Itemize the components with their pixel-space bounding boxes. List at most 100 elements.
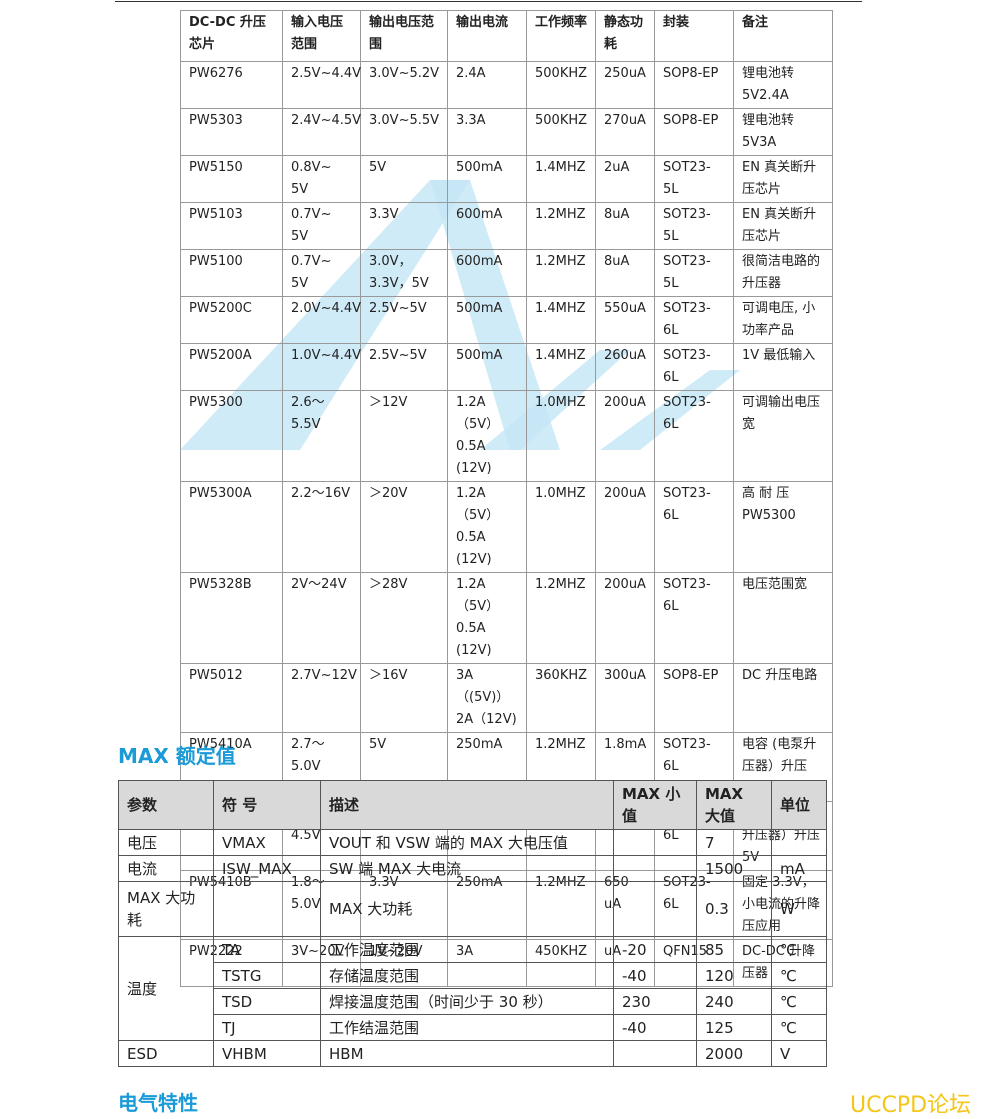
cell: 工作温度范围 bbox=[320, 936, 614, 963]
header-cell: DC-DC 升压芯片 bbox=[180, 10, 283, 62]
cell: 0.3 bbox=[696, 881, 772, 937]
cell: DC 升压电路 bbox=[733, 663, 833, 733]
cell bbox=[613, 1040, 697, 1067]
cell: 电流 bbox=[118, 855, 214, 882]
cell: 3.3A bbox=[447, 108, 527, 156]
cell: 250uA bbox=[595, 61, 655, 109]
cell: SOT23-5L bbox=[654, 155, 734, 203]
chip-table: DC-DC 升压芯片 输入电压范围 输出电压范围 输出电流 工作频率 静态功耗 封装 备注 PW… bbox=[180, 10, 833, 987]
rule bbox=[115, 1, 862, 2]
header-cell: 符 号 bbox=[213, 780, 321, 830]
row: PW5100 0.7V~ 5V 3.0V，3.3V，5V 600mA 1.2MHZ 8uA… bbox=[180, 249, 833, 297]
cell: SOP8-EP bbox=[654, 108, 734, 156]
cell: MAX 大功耗 bbox=[320, 881, 614, 937]
cell: 电压 bbox=[118, 829, 214, 856]
cell: 360KHZ bbox=[526, 663, 596, 733]
cell: 0.8V~ 5V bbox=[282, 155, 361, 203]
row: PW5200C 2.0V~4.4V 2.5V~5V 500mA 1.4MHZ 550uA S… bbox=[180, 296, 833, 344]
cell: 工作结温范围 bbox=[320, 1014, 614, 1041]
header-row: 参数符 号描述 MAX 小值 MAX 大值 单位 bbox=[118, 780, 827, 830]
cell: 电压范围宽 bbox=[733, 572, 833, 664]
cell: -40 bbox=[613, 962, 697, 989]
cell: 1.4MHZ bbox=[526, 155, 596, 203]
cell: 2.5V~5V bbox=[360, 296, 448, 344]
row: TSD 焊接温度范围（时间少于 30 秒） 230 240 ℃ bbox=[119, 988, 827, 1015]
cell: 锂电池转5V2.4A bbox=[733, 61, 833, 109]
cell: 500KHZ bbox=[526, 61, 596, 109]
cell: 2.4V~4.5V bbox=[282, 108, 361, 156]
max-rating-table: 参数符 号描述 MAX 小值 MAX 大值 单位 电压 VMAX VOUT 和 VSW 端的… bbox=[118, 780, 827, 1067]
cell: 0.7V~ 5V bbox=[282, 249, 361, 297]
cell: 3A（(5V)） 2A（12V) bbox=[447, 663, 527, 733]
cell: 1V 最低输入 bbox=[733, 343, 833, 391]
cell: PW5300A bbox=[180, 481, 283, 573]
section-heading: 电气特性 bbox=[118, 1091, 198, 1115]
row: 电流 ISW_MAX SW 端 MAX 大电流 1500 mA bbox=[118, 855, 827, 882]
cell: 500mA bbox=[447, 296, 527, 344]
header-cell: 静态功耗 bbox=[595, 10, 655, 62]
cell: 8uA bbox=[595, 249, 655, 297]
cell: ＞16V bbox=[360, 663, 448, 733]
cell: 存储温度范围 bbox=[320, 962, 614, 989]
cell: ESD bbox=[118, 1040, 214, 1067]
cell: 2.6～5.5V bbox=[282, 390, 361, 482]
cell: MAX 大功耗 bbox=[118, 881, 214, 937]
cell: SOP8-EP bbox=[654, 61, 734, 109]
row: PW5200A 1.0V~4.4V 2.5V~5V 500mA 1.4MHZ 260uA S… bbox=[180, 343, 833, 391]
cell: 200uA bbox=[595, 572, 655, 664]
cell: ＞20V bbox=[360, 481, 448, 573]
header-cell: 参数 bbox=[118, 780, 214, 830]
cell: VHBM bbox=[213, 1040, 321, 1067]
cell: TA bbox=[213, 936, 321, 963]
row: 温度 TA 工作温度范围 -20 85 ℃ bbox=[118, 936, 827, 1041]
cell: SW 端 MAX 大电流 bbox=[320, 855, 614, 882]
cell: 3.0V，3.3V，5V bbox=[360, 249, 448, 297]
cell: 1.0MHZ bbox=[526, 481, 596, 573]
cell: 1.2A（5V） 0.5A (12V) bbox=[447, 572, 527, 664]
cell: V bbox=[771, 1040, 827, 1067]
cell: VMAX bbox=[213, 829, 321, 856]
cell: ℃ bbox=[771, 962, 827, 989]
cell: 2.0V~4.4V bbox=[282, 296, 361, 344]
row: PW5012 2.7V~12V ＞16V 3A（(5V)） 2A（12V) 360KHZ… bbox=[180, 663, 833, 733]
row: 电压 VMAX VOUT 和 VSW 端的 MAX 大电压值 7 bbox=[118, 829, 827, 856]
row: MAX 大功耗 MAX 大功耗 0.3 W bbox=[118, 881, 827, 937]
cell: PW5200C bbox=[180, 296, 283, 344]
cell: 高 耐 压 PW5300 bbox=[733, 481, 833, 573]
cell: SOT23-6L bbox=[654, 481, 734, 573]
header-cell: 备注 bbox=[733, 10, 833, 62]
cell: PW5300 bbox=[180, 390, 283, 482]
cell: 2.5V~4.4V bbox=[282, 61, 361, 109]
row: PW5328B 2V～24V ＞28V 1.2A（5V） 0.5A (12V) 1.2M… bbox=[180, 572, 833, 664]
cell: 5V bbox=[360, 155, 448, 203]
cell: 1.4MHZ bbox=[526, 296, 596, 344]
header-cell: 输出电压范围 bbox=[360, 10, 448, 62]
cell: SOT23-5L bbox=[654, 202, 734, 250]
cell: 很简洁电路的升压器 bbox=[733, 249, 833, 297]
cell: mA bbox=[771, 855, 827, 882]
cell: 3.0V~5.2V bbox=[360, 61, 448, 109]
cell: 270uA bbox=[595, 108, 655, 156]
cell: W bbox=[771, 881, 827, 937]
row: PW6276 2.5V~4.4V 3.0V~5.2V 2.4A 500KHZ 250uA S… bbox=[180, 61, 833, 109]
cell: 2.4A bbox=[447, 61, 527, 109]
cell: 300uA bbox=[595, 663, 655, 733]
cell bbox=[613, 855, 697, 882]
row: PW5303 2.4V~4.5V 3.0V~5.5V 3.3A 500KHZ 270uA S… bbox=[180, 108, 833, 156]
cell: 1500 bbox=[696, 855, 772, 882]
cell: 600mA bbox=[447, 202, 527, 250]
cell: 500mA bbox=[447, 343, 527, 391]
header-cell: 单位 bbox=[771, 780, 827, 830]
cell: SOT23-6L bbox=[654, 296, 734, 344]
cell: -20 bbox=[613, 936, 697, 963]
cell: 1.2MHZ bbox=[526, 249, 596, 297]
cell: 7 bbox=[696, 829, 772, 856]
cell: 200uA bbox=[595, 481, 655, 573]
cell: 200uA bbox=[595, 390, 655, 482]
cell: 2uA bbox=[595, 155, 655, 203]
cell: 可调输出电压宽 bbox=[733, 390, 833, 482]
cell: PW5200A bbox=[180, 343, 283, 391]
cell: 可调电压, 小功率产品 bbox=[733, 296, 833, 344]
cell: 2.2～16V bbox=[282, 481, 361, 573]
